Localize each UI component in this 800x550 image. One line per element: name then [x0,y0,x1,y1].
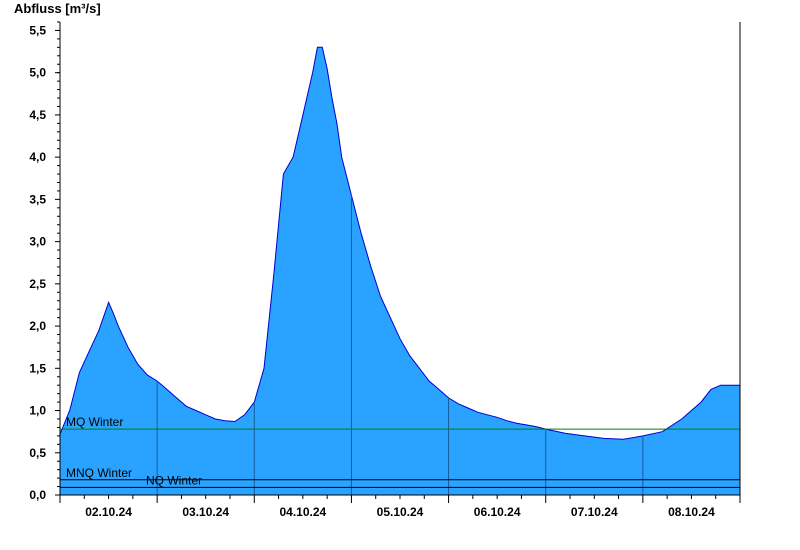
x-tick-label: 03.10.24 [182,505,229,519]
discharge-line [59,46,740,440]
y-tick-label: 3,0 [29,235,46,249]
y-tick-label: 4,5 [29,108,46,122]
y-tick-label: 1,0 [29,404,46,418]
y-axis-title: Abfluss [m³/s] [14,1,101,16]
y-tick-label: 2,5 [29,277,46,291]
x-tick-label: 05.10.24 [377,505,424,519]
y-tick-label: 5,0 [29,66,46,80]
x-tick-label: 08.10.24 [668,505,715,519]
discharge-area [60,47,740,496]
x-tick-label: 02.10.24 [85,505,132,519]
reference-line-label: MNQ Winter [66,466,132,480]
y-tick-label: 0,0 [29,488,46,502]
reference-line-label: MQ Winter [66,415,123,429]
y-tick-label: 0,5 [29,446,46,460]
reference-line-label: NQ Winter [146,473,202,487]
y-tick-label: 3,5 [29,192,46,206]
y-tick-label: 4,0 [29,150,46,164]
y-tick-label: 2,0 [29,319,46,333]
y-tick-label: 5,5 [29,23,46,37]
x-tick-label: 04.10.24 [279,505,326,519]
x-tick-label: 07.10.24 [571,505,618,519]
y-tick-label: 1,5 [29,361,46,375]
x-tick-label: 06.10.24 [474,505,521,519]
